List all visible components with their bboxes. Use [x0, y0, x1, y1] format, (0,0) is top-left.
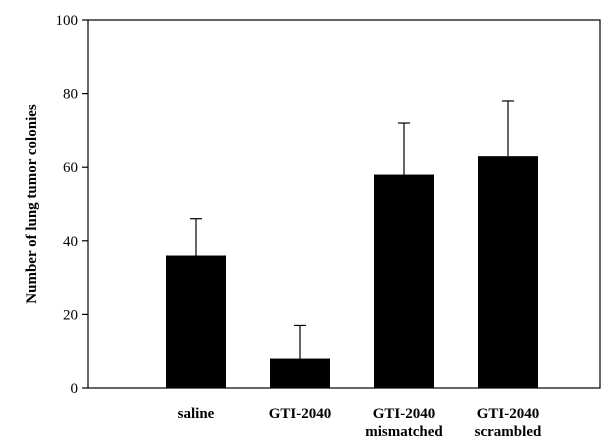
y-tick-label: 60 [63, 160, 78, 176]
x-tick-label: saline [178, 406, 215, 422]
x-tick-label: GTI-2040 scrambled [475, 406, 542, 440]
bar [166, 255, 226, 388]
y-axis-title: Number of lung tumor colonies [24, 104, 40, 304]
bar [374, 174, 434, 388]
bar [478, 156, 538, 388]
x-tick-label: GTI-2040 mismatched [365, 406, 443, 440]
y-tick-label: 20 [63, 307, 78, 323]
y-tick-label: 100 [56, 13, 79, 29]
plot-frame [87, 19, 601, 389]
y-tick-label: 80 [63, 87, 78, 103]
x-tick-label: GTI-2040 [269, 406, 332, 422]
y-tick-label: 0 [71, 381, 79, 397]
bar [270, 358, 330, 388]
y-tick-label: 40 [63, 234, 78, 250]
y-axis: 0 20 40 60 80 100 [56, 13, 88, 397]
error-bars [190, 100, 514, 359]
x-axis-labels: saline GTI-2040 GTI-2040 mismatched GTI-2040… [178, 406, 542, 440]
bars [166, 156, 538, 388]
